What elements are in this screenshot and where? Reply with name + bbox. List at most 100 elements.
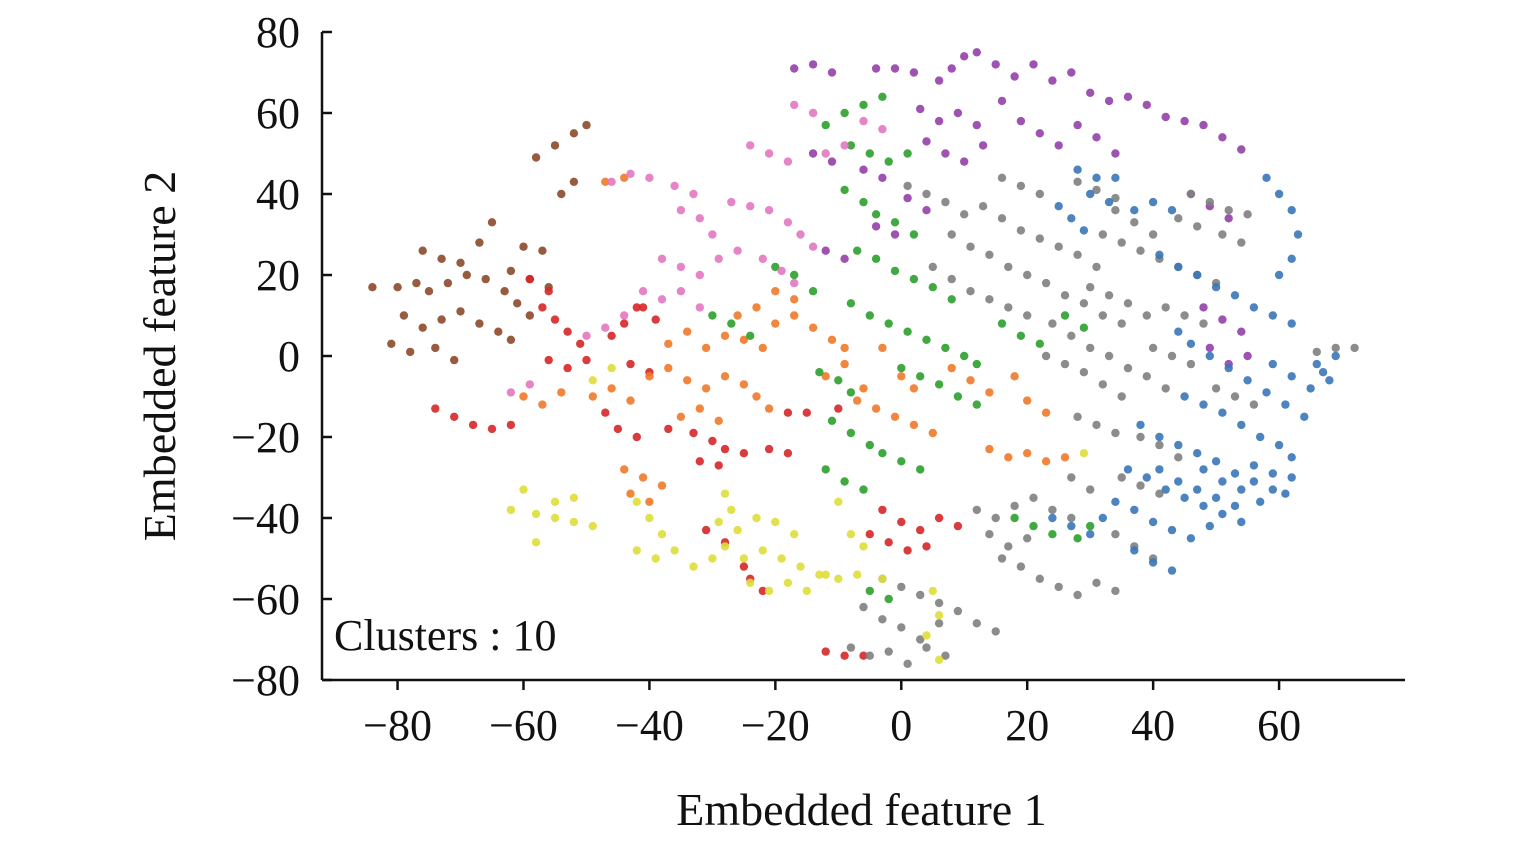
scatter-point xyxy=(1092,420,1101,430)
scatter-point xyxy=(1035,189,1045,199)
scatter-point xyxy=(1155,250,1164,259)
scatter-point xyxy=(720,444,730,454)
scatter-point xyxy=(727,197,736,207)
scatter-point xyxy=(783,218,793,227)
scatter-point xyxy=(1123,92,1133,102)
scatter-point xyxy=(1111,428,1120,438)
scatter-point xyxy=(708,436,717,446)
x-tick-label: −60 xyxy=(489,701,558,750)
scatter-point xyxy=(1199,303,1208,312)
scatter-point xyxy=(506,266,516,276)
scatter-point xyxy=(1086,189,1095,199)
scatter-point xyxy=(890,64,900,73)
scatter-point xyxy=(506,420,516,430)
scatter-point xyxy=(758,254,767,263)
y-axis-ticks: −80 −60 −40 −20 0 20 40 60 80 xyxy=(231,8,332,705)
scatter-point xyxy=(1092,578,1101,587)
scatter-point xyxy=(991,513,1000,523)
scatter-point xyxy=(972,120,981,130)
scatter-point xyxy=(796,230,805,239)
x-axis-ticks: −80 −60 −40 −20 0 20 40 60 xyxy=(363,680,1301,750)
scatter-point xyxy=(1111,173,1120,182)
scatter-point xyxy=(620,173,629,182)
scatter-point xyxy=(834,497,843,506)
scatter-point xyxy=(406,347,415,357)
scatter-point xyxy=(557,189,566,199)
scatter-point xyxy=(569,517,579,527)
scatter-point xyxy=(1067,214,1076,223)
scatter-point xyxy=(922,643,931,652)
scatter-point xyxy=(897,623,906,632)
scatter-point xyxy=(1224,206,1233,215)
scatter-point xyxy=(1274,270,1284,280)
scatter-point xyxy=(834,404,843,413)
scatter-point xyxy=(1004,262,1013,272)
scatter-point xyxy=(840,343,849,353)
scatter-point xyxy=(859,384,868,393)
scatter-point xyxy=(683,376,692,385)
scatter-point xyxy=(582,355,591,365)
scatter-point xyxy=(1287,453,1296,462)
scatter-point xyxy=(840,651,849,660)
scatter-point xyxy=(538,303,547,312)
scatter-point xyxy=(1010,501,1019,511)
scatter-point xyxy=(437,315,446,324)
scatter-point xyxy=(903,546,912,555)
scatter-point xyxy=(1331,343,1340,353)
scatter-point xyxy=(1230,291,1240,300)
scatter-point xyxy=(720,542,730,551)
scatter-point xyxy=(1016,562,1026,571)
scatter-point xyxy=(878,125,887,134)
scatter-point xyxy=(733,311,742,320)
scatter-point xyxy=(1054,582,1063,592)
scatter-point xyxy=(840,254,849,263)
scatter-point xyxy=(601,323,610,332)
scatter-point xyxy=(1211,384,1221,393)
scatter-point xyxy=(1237,327,1246,336)
scatter-point xyxy=(878,615,887,624)
scatter-point xyxy=(563,327,572,336)
scatter-point xyxy=(997,96,1007,106)
scatter-point xyxy=(1104,351,1114,361)
scatter-point xyxy=(620,311,629,320)
scatter-point xyxy=(928,586,937,596)
scatter-point xyxy=(1237,145,1246,154)
scatter-point xyxy=(1218,230,1227,239)
scatter-point xyxy=(1274,440,1284,450)
scatter-points xyxy=(368,48,1359,668)
scatter-point xyxy=(1167,206,1177,215)
scatter-point xyxy=(752,392,761,401)
scatter-point xyxy=(1180,116,1189,126)
scatter-point xyxy=(934,513,944,523)
scatter-point xyxy=(846,141,856,150)
scatter-point xyxy=(569,129,579,138)
scatter-point xyxy=(1104,197,1114,207)
scatter-point xyxy=(1174,477,1183,486)
scatter-point xyxy=(1180,493,1189,502)
scatter-point xyxy=(1098,513,1108,523)
scatter-point xyxy=(1249,477,1259,486)
scatter-point xyxy=(1073,120,1082,130)
scatter-point xyxy=(947,363,956,373)
scatter-point xyxy=(1060,311,1070,320)
scatter-point xyxy=(771,262,780,272)
scatter-point xyxy=(865,586,874,596)
scatter-point xyxy=(834,376,843,385)
scatter-point xyxy=(1111,497,1120,506)
scatter-point xyxy=(1230,469,1240,478)
scatter-point xyxy=(947,295,956,304)
scatter-point xyxy=(1041,457,1051,466)
scatter-point xyxy=(689,428,698,438)
scatter-point xyxy=(733,525,742,535)
scatter-point xyxy=(985,530,994,539)
scatter-point xyxy=(871,222,881,231)
scatter-point xyxy=(815,368,824,377)
scatter-point xyxy=(991,627,1000,636)
scatter-point xyxy=(1022,449,1032,458)
scatter-point xyxy=(840,108,849,118)
scatter-point xyxy=(846,299,856,308)
scatter-point xyxy=(607,331,616,340)
scatter-point xyxy=(727,505,736,515)
scatter-point xyxy=(1060,453,1070,462)
